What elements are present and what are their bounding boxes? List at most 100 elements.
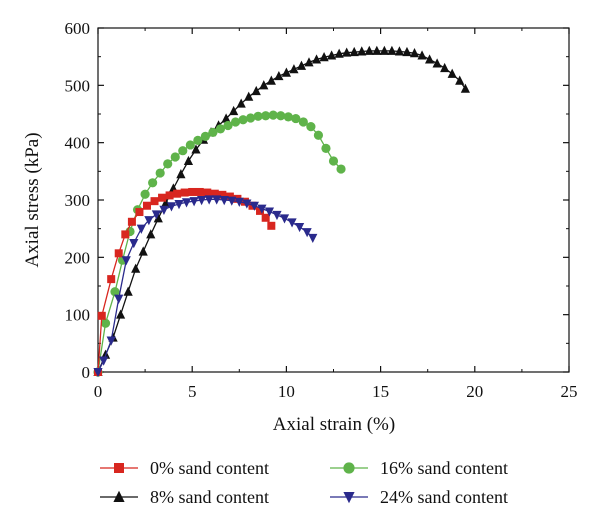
series-1	[93, 45, 470, 376]
data-point	[234, 197, 244, 207]
data-point	[140, 189, 150, 199]
data-point	[181, 198, 192, 208]
data-point	[150, 197, 159, 206]
x-axis-ticks: 0 5 10 15 20 25	[94, 28, 578, 401]
plot-border	[97, 27, 570, 373]
data-point	[409, 48, 420, 58]
data-point	[349, 46, 359, 57]
legend-item: 8% sand content	[100, 487, 269, 507]
data-point	[379, 45, 389, 55]
data-point	[432, 58, 442, 68]
data-point	[208, 127, 218, 137]
data-point	[215, 124, 226, 134]
data-point	[298, 117, 308, 127]
data-point	[274, 70, 284, 81]
data-point	[212, 195, 222, 205]
data-point	[210, 189, 219, 198]
data-point	[153, 213, 163, 223]
x-tick-label: 20	[466, 382, 483, 401]
data-point	[253, 111, 263, 121]
data-point	[308, 233, 318, 244]
data-point	[289, 64, 299, 74]
data-point	[266, 75, 276, 85]
data-point	[321, 143, 331, 153]
data-point	[272, 210, 282, 221]
y-tick-label: 300	[65, 191, 91, 210]
data-point	[402, 46, 412, 57]
legend: 0% sand content 8% sand content 16% sand c…	[100, 458, 508, 507]
data-point	[180, 188, 189, 197]
data-point	[257, 204, 267, 214]
data-point	[93, 368, 103, 378]
data-point	[306, 122, 316, 132]
data-point	[279, 214, 290, 224]
data-point	[291, 113, 301, 124]
data-point	[151, 210, 162, 220]
x-tick-label: 0	[94, 382, 103, 401]
data-point	[110, 287, 120, 297]
legend-item: 0% sand content	[100, 458, 269, 478]
data-point	[173, 189, 182, 198]
data-point	[256, 206, 265, 215]
y-tick-label: 500	[65, 76, 91, 95]
data-point	[230, 117, 241, 127]
data-point	[244, 91, 254, 101]
data-point	[455, 75, 465, 85]
data-point	[236, 98, 246, 108]
data-point	[447, 68, 457, 78]
data-point	[195, 187, 204, 196]
data-point	[264, 207, 275, 217]
data-point	[387, 45, 397, 55]
data-point	[394, 46, 405, 56]
data-point	[319, 52, 329, 62]
data-point	[165, 191, 174, 200]
data-point	[218, 190, 227, 199]
data-point	[106, 336, 116, 346]
data-point	[99, 356, 109, 366]
data-point	[188, 187, 197, 196]
data-point	[144, 216, 154, 226]
x-tick-label: 10	[278, 382, 295, 401]
data-point	[424, 54, 435, 64]
data-point	[249, 201, 259, 211]
data-point	[417, 50, 427, 60]
data-point	[225, 192, 234, 201]
legend-marker	[343, 462, 355, 474]
data-point	[193, 135, 203, 145]
data-point	[107, 275, 116, 284]
data-point	[116, 309, 126, 319]
data-point	[311, 54, 322, 64]
x-tick-label: 25	[561, 382, 578, 401]
y-tick-label: 100	[65, 306, 91, 325]
data-point	[327, 50, 337, 60]
y-tick-label: 200	[65, 248, 91, 267]
series-0	[94, 187, 276, 376]
x-axis-title: Axial strain (%)	[273, 414, 395, 435]
series-layer	[93, 45, 470, 378]
data-point	[261, 111, 271, 121]
legend-item: 16% sand content	[330, 458, 508, 478]
data-point	[114, 294, 124, 304]
data-point	[251, 85, 261, 96]
data-point	[121, 230, 130, 239]
data-point	[129, 239, 139, 249]
data-point	[183, 155, 194, 166]
data-point	[203, 188, 212, 197]
data-point	[294, 222, 305, 233]
data-point	[238, 115, 248, 125]
data-point	[176, 169, 186, 179]
data-point	[163, 159, 173, 169]
data-point	[276, 111, 286, 121]
legend-label: 16% sand content	[380, 458, 508, 478]
data-point	[246, 113, 256, 123]
data-point	[229, 105, 239, 116]
data-point	[166, 202, 177, 212]
data-point	[304, 57, 314, 67]
data-point	[138, 246, 148, 256]
data-point	[267, 221, 276, 230]
series-2	[93, 110, 346, 377]
data-point	[440, 62, 450, 73]
data-point	[185, 140, 195, 150]
data-point	[204, 195, 214, 205]
